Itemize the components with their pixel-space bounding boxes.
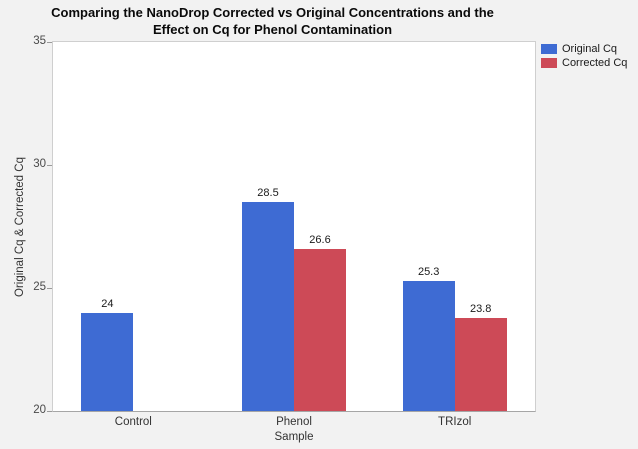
legend-label: Original Cq xyxy=(562,43,618,55)
x-tick-label-control: Control xyxy=(114,416,152,428)
chart-title-line1: Comparing the NanoDrop Corrected vs Orig… xyxy=(51,5,494,20)
y-tick-mark xyxy=(47,288,52,289)
chart-title-line2: Effect on Cq for Phenol Contamination xyxy=(152,22,393,37)
y-axis-title: Original Cq & Corrected Cq xyxy=(14,157,26,297)
bar-value-label: 26.6 xyxy=(309,233,331,246)
legend-item-original-cq[interactable]: Original Cq xyxy=(541,43,627,55)
y-tick-mark xyxy=(47,42,52,43)
legend-label: Corrected Cq xyxy=(562,57,628,69)
x-tick-label-phenol: Phenol xyxy=(276,416,312,428)
y-tick-label: 30 xyxy=(33,158,46,170)
y-tick-mark xyxy=(47,411,52,412)
legend: Original Cq Corrected Cq xyxy=(541,43,627,69)
x-axis-title: Sample xyxy=(274,431,314,443)
bar-value-label: 24 xyxy=(101,297,114,310)
plot-area: 24 28.5 26.6 25.3 23.8 xyxy=(52,41,536,412)
x-tick-label-trizol: TRIzol xyxy=(438,416,472,428)
bar-value-label: 23.8 xyxy=(469,302,492,315)
chart-title: Comparing the NanoDrop Corrected vs Orig… xyxy=(0,4,545,38)
legend-item-corrected-cq[interactable]: Corrected Cq xyxy=(541,57,627,69)
bar-original-cq-control[interactable] xyxy=(81,312,134,411)
bar-value-label: 28.5 xyxy=(257,186,279,199)
bar-corrected-cq-phenol[interactable] xyxy=(294,248,346,411)
bar-corrected-cq-trizol[interactable] xyxy=(454,317,507,411)
y-tick-mark xyxy=(47,165,52,166)
y-tick-label: 35 xyxy=(33,35,46,47)
legend-swatch xyxy=(541,58,557,68)
y-tick-label: 20 xyxy=(33,404,46,416)
bar-original-cq-phenol[interactable] xyxy=(242,201,294,411)
y-tick-label: 25 xyxy=(33,281,46,293)
bar-original-cq-trizol[interactable] xyxy=(402,280,455,411)
bar-value-label: 25.3 xyxy=(417,265,440,278)
legend-swatch xyxy=(541,44,557,54)
